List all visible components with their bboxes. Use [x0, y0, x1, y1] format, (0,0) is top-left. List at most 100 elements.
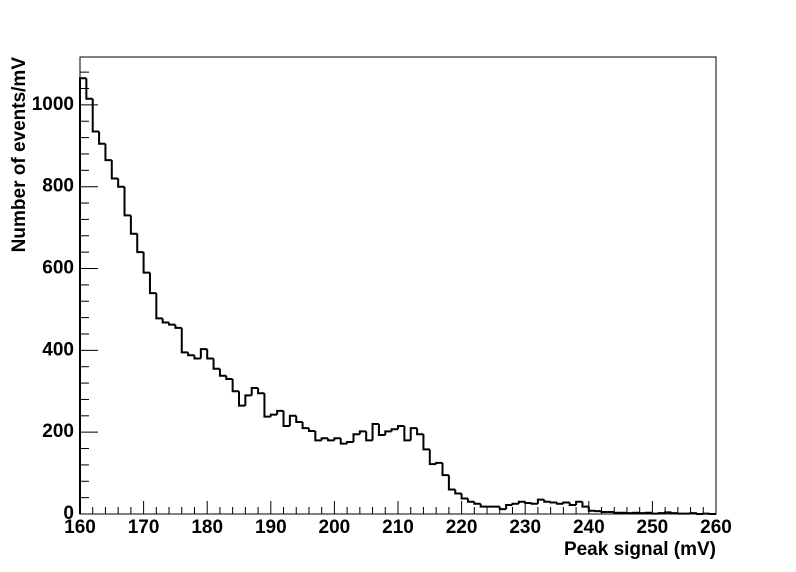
histogram-bin — [98, 131, 106, 145]
histogram-bin — [117, 178, 125, 188]
histogram-bin — [129, 215, 138, 235]
y-tick-label: 600 — [42, 258, 74, 279]
histogram-bin — [358, 430, 367, 435]
x-tick-label: 220 — [446, 517, 478, 538]
histogram-bin — [530, 502, 538, 505]
histogram-bin — [670, 512, 678, 515]
histogram-bin — [397, 425, 405, 430]
histogram-bin — [543, 499, 551, 503]
histogram-bin — [695, 513, 704, 515]
histogram-bin — [346, 440, 354, 444]
histogram-bin — [155, 293, 163, 320]
histogram-bin — [377, 423, 386, 437]
histogram-bin — [447, 475, 456, 491]
histogram-bin — [352, 433, 360, 442]
histogram-bin — [168, 322, 176, 326]
y-tick-label: 0 — [63, 503, 74, 524]
histogram-bin — [371, 422, 379, 441]
histogram-bin — [288, 414, 297, 427]
histogram-bin — [365, 431, 373, 442]
y-axis-label: Number of events/mV — [9, 57, 30, 253]
histogram-bin — [390, 428, 398, 432]
histogram-bin — [314, 430, 322, 442]
histogram-bin — [123, 186, 131, 217]
y-tick-label: 1000 — [32, 94, 74, 115]
histogram-bin — [505, 503, 513, 510]
histogram-bin — [562, 501, 570, 504]
histogram-bin — [187, 352, 195, 357]
histogram-bin — [148, 272, 157, 295]
x-tick-label: 190 — [255, 517, 287, 538]
histogram-bin — [85, 78, 93, 100]
histogram-bin — [91, 98, 100, 133]
x-tick-label: 170 — [128, 517, 160, 538]
frame — [79, 56, 717, 515]
histogram-bin — [199, 348, 208, 359]
histogram-bin — [104, 143, 112, 162]
histogram-bin — [212, 358, 220, 370]
x-axis-label: Peak signal (mV) — [564, 539, 716, 560]
histogram-bin — [422, 434, 430, 451]
histogram-bin — [142, 252, 150, 274]
histogram-bin — [473, 501, 481, 505]
y-tick-label: 200 — [42, 421, 74, 442]
histogram-bin — [225, 375, 233, 380]
histogram-bin — [524, 501, 532, 504]
histogram-bin — [568, 502, 577, 506]
histogram-bin — [206, 349, 214, 360]
histogram-bin — [174, 324, 182, 329]
histogram-bin — [556, 502, 564, 505]
histogram-bin — [441, 462, 449, 477]
histogram-bin — [651, 512, 659, 515]
histogram-bin — [269, 413, 278, 417]
histogram-bin — [435, 461, 443, 465]
histogram-bin — [339, 438, 348, 445]
histogram-bin — [466, 498, 475, 503]
histogram-bin — [333, 437, 341, 441]
histogram-bin — [136, 233, 144, 254]
histogram-bin — [257, 387, 265, 395]
histogram-bin — [536, 498, 545, 504]
histogram-bin — [587, 506, 596, 512]
histogram-bin — [549, 501, 557, 504]
histogram-bin — [250, 386, 259, 396]
histogram-bin — [479, 503, 488, 508]
histogram-bin — [416, 428, 424, 436]
histogram-bin — [193, 355, 201, 360]
histogram-bin — [282, 410, 290, 428]
x-tick-label: 260 — [700, 517, 732, 538]
x-tick-label: 200 — [319, 517, 351, 538]
histogram-bin — [409, 427, 418, 441]
histogram-bin — [161, 318, 170, 324]
x-tick-label: 230 — [509, 517, 541, 538]
histogram-bin — [238, 391, 246, 407]
histogram-bin — [327, 438, 335, 442]
histogram-bin — [581, 501, 589, 508]
x-tick-label: 240 — [573, 517, 605, 538]
histogram-bin — [301, 421, 309, 430]
histogram-bin — [403, 426, 411, 442]
histogram-bin — [600, 510, 608, 513]
histogram-bin — [110, 160, 119, 180]
histogram-bin — [664, 511, 672, 514]
x-tick-label: 250 — [637, 517, 669, 538]
histogram-bin — [79, 77, 87, 514]
x-tick-label: 180 — [191, 517, 223, 538]
histogram-bin — [428, 449, 437, 466]
histogram-bin — [517, 500, 526, 504]
histogram-bin — [613, 511, 621, 514]
histogram-bin — [244, 394, 252, 406]
histogram-bin — [276, 409, 284, 415]
histogram-bin — [295, 415, 303, 423]
histogram-bin — [511, 502, 519, 505]
histogram-bin — [460, 493, 468, 500]
histogram-bin — [180, 327, 189, 354]
histogram-bin — [307, 428, 316, 432]
histogram-bin — [498, 506, 507, 511]
histogram-bin — [218, 368, 227, 377]
histogram-bin — [263, 393, 271, 418]
histogram-bin — [575, 500, 583, 505]
y-tick-label: 800 — [42, 176, 74, 197]
